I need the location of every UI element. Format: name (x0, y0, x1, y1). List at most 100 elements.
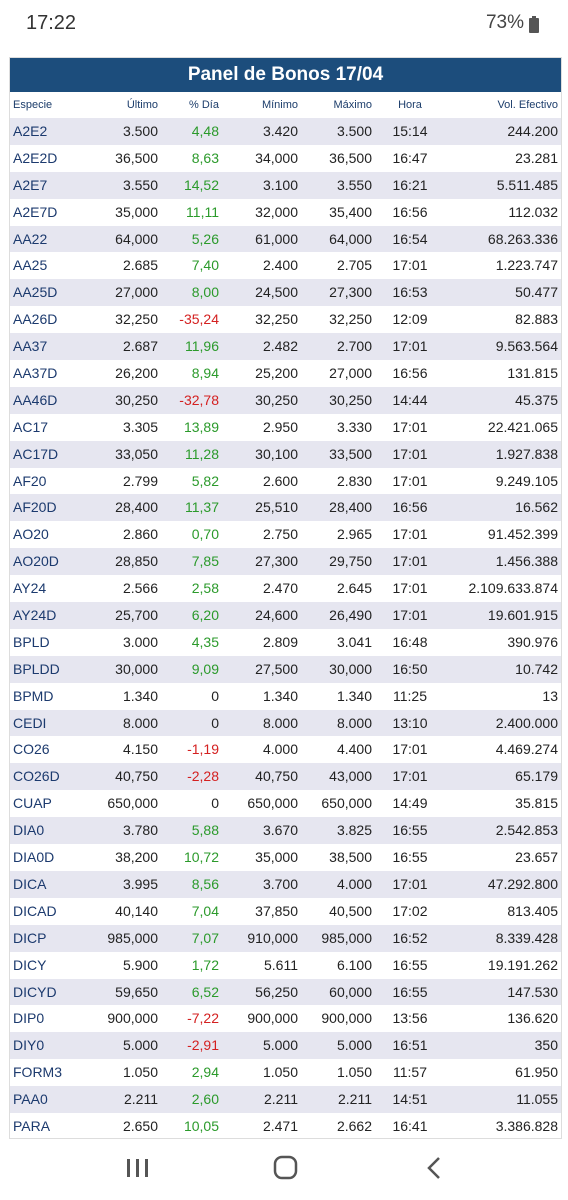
hora: 16:55 (392, 849, 428, 866)
especie: DIA0D (13, 849, 55, 866)
pct-dia: 11,28 (185, 445, 219, 462)
battery: 73% (485, 12, 524, 33)
table-row: AO20D 28,850 7,85 27,300 29,750 17:01 1.456.38… (10, 548, 561, 576)
maximo: 27,000 (329, 365, 372, 382)
table-row: DICY 5.900 1,72 5.611 6.100 16:55 19.191.262 (10, 952, 561, 979)
especie: AA25D (13, 284, 58, 301)
panel-title: Panel de Bonos 17/04 (10, 58, 561, 92)
minimo: 2.482 (262, 338, 298, 355)
minimo: 30,100 (255, 445, 298, 462)
hora: 17:01 (392, 607, 428, 624)
pct-dia: 6,52 (191, 983, 219, 1000)
vol-efectivo: 65.179 (515, 768, 558, 785)
vol-efectivo: 10.742 (515, 660, 558, 677)
minimo: 25,510 (255, 499, 298, 516)
pct-dia: 5,88 (191, 822, 219, 839)
especie: AA46D (13, 391, 58, 408)
maximo: 4.000 (336, 875, 372, 892)
vol-efectivo: 244.200 (507, 123, 558, 139)
table-row: AA46D 30,250 -32,78 30,250 30,250 14:44 45.375 (10, 386, 561, 414)
hora: 17:02 (392, 902, 428, 919)
vol-efectivo: 22.421.065 (487, 418, 558, 435)
table-row: AY24D 25,700 6,20 24,600 26,490 17:01 19.601.9… (10, 602, 561, 629)
pct-dia: 0 (211, 687, 219, 704)
pct-dia: 8,63 (191, 149, 219, 166)
especie: DICAD (13, 902, 57, 919)
vol-efectivo: 390.976 (507, 633, 558, 650)
pct-dia: 0 (211, 714, 219, 731)
column-label: Último (126, 99, 158, 111)
hora: 17:01 (392, 741, 428, 758)
back-button[interactable] (427, 1157, 440, 1179)
maximo: 1.340 (336, 687, 372, 704)
hora: 12:09 (392, 311, 428, 328)
especie: AA25 (13, 257, 48, 274)
rows: A2E2 3.500 4,48 3.420 3.500 15:14 244.200 A2E2D… (10, 118, 561, 1140)
maximo: 38,500 (329, 849, 372, 866)
minimo: 30,250 (255, 391, 298, 408)
ultimo: 1.050 (122, 1064, 158, 1081)
especie: PARA (13, 1117, 51, 1134)
minimo: 27,500 (255, 660, 298, 677)
vol-efectivo: 136.620 (507, 1010, 558, 1027)
ultimo: 3.305 (122, 418, 158, 435)
table-row: DICA 3.995 8,56 3.700 4.000 17:01 47.292.800 (10, 870, 561, 898)
minimo: 37,850 (255, 902, 298, 919)
pct-dia: 7,07 (191, 929, 219, 946)
pct-dia: 11,11 (186, 203, 219, 220)
maximo: 6.100 (336, 956, 372, 973)
minimo: 2.470 (262, 580, 298, 597)
hora: 16:52 (392, 929, 428, 946)
home-button[interactable] (273, 1155, 298, 1180)
especie: DIA0 (13, 822, 45, 839)
hora: 13:10 (392, 714, 428, 731)
column-label: Hora (398, 99, 422, 111)
especie: FORM3 (13, 1064, 62, 1081)
maximo: 5.000 (336, 1037, 372, 1054)
recents-button[interactable] (127, 1159, 148, 1177)
hora: 16:56 (392, 203, 428, 220)
table-row: CUAP 650,000 0 650,000 650,000 14:49 35.815 (10, 790, 561, 817)
hora: 11:57 (393, 1064, 427, 1081)
maximo: 33,500 (329, 445, 372, 462)
ultimo: 8.000 (122, 714, 158, 731)
hora: 17:01 (392, 580, 428, 597)
vol-efectivo: 91.452.399 (487, 526, 558, 543)
especie: PAA0 (13, 1091, 48, 1108)
minimo: 5.611 (264, 956, 298, 973)
hora: 16:54 (392, 230, 428, 247)
minimo: 3.700 (262, 875, 298, 892)
minimo: 5.000 (262, 1037, 298, 1054)
ultimo: 2.860 (122, 526, 158, 543)
table-row: A2E2D 36,500 8,63 34,000 36,500 16:47 23.281 (10, 145, 561, 172)
ultimo: 2.650 (122, 1117, 158, 1134)
minimo: 8.000 (262, 714, 298, 731)
ultimo: 5.000 (122, 1037, 158, 1054)
vol-efectivo: 23.281 (515, 149, 558, 166)
especie: DICYD (13, 983, 57, 1000)
especie: AA37 (13, 338, 48, 355)
hora: 15:14 (392, 123, 428, 139)
pct-dia: 10,72 (183, 849, 219, 866)
table-row: AA22 64,000 5,26 61,000 64,000 16:54 68.263.33… (10, 225, 561, 253)
status-bar: 17:22 73% (0, 0, 568, 50)
minimo: 2.471 (262, 1117, 298, 1134)
battery-icon (529, 16, 539, 33)
table-row: CEDI 8.000 0 8.000 8.000 13:10 2.400.000 (10, 709, 561, 737)
vol-efectivo: 47.292.800 (487, 875, 558, 892)
hora: 11:25 (393, 687, 427, 704)
minimo: 2.950 (262, 418, 298, 435)
maximo: 30,000 (329, 660, 372, 677)
hora: 14:51 (392, 1091, 428, 1108)
minimo: 2.211 (264, 1091, 298, 1108)
minimo: 34,000 (255, 149, 298, 166)
ultimo: 4.150 (122, 741, 158, 758)
pct-dia: 1,72 (191, 956, 219, 973)
ultimo: 38,200 (115, 849, 158, 866)
table-row: DICAD 40,140 7,04 37,850 40,500 17:02 813.405 (10, 898, 561, 925)
minimo: 35,000 (255, 849, 298, 866)
maximo: 8.000 (336, 714, 372, 731)
minimo: 25,200 (255, 365, 298, 382)
pct-dia: 0,70 (191, 526, 219, 543)
bond-panel: Panel de Bonos 17/04 Especie Último % Día M… (9, 57, 562, 1139)
